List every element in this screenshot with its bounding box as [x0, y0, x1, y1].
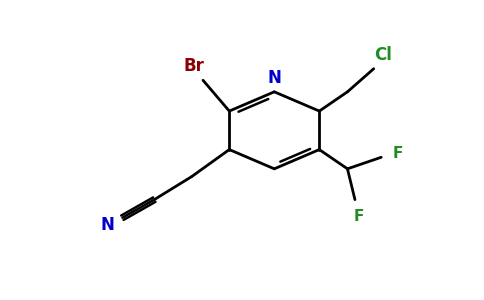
Text: F: F [393, 146, 403, 161]
Text: N: N [101, 216, 114, 234]
Text: Br: Br [183, 57, 204, 75]
Text: Cl: Cl [374, 46, 392, 64]
Text: F: F [353, 209, 364, 224]
Text: N: N [267, 69, 281, 87]
